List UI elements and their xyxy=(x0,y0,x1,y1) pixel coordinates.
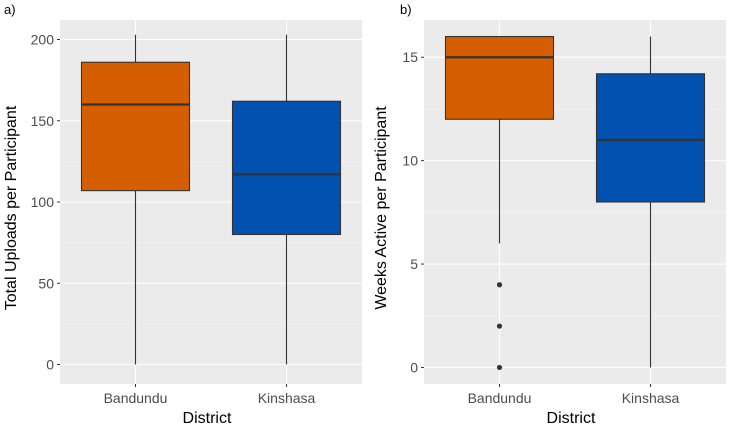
panel-label-a: a) xyxy=(4,2,16,17)
x-tick-label-a: Kinshasa xyxy=(258,390,316,406)
y-axis-label-a: Total Uploads per Participant xyxy=(3,105,20,310)
y-ticks-b: 0 5 10 15 xyxy=(402,49,424,375)
outlier-point-bandundu-b xyxy=(496,282,503,288)
y-tick-label-b: 15 xyxy=(402,49,418,65)
panel-label-b: b) xyxy=(400,2,412,17)
x-axis-label-a: District xyxy=(183,410,232,426)
box-bandundu-a xyxy=(80,61,191,192)
panel-a: a) Total Uploads per Participant Distric… xyxy=(3,2,362,426)
x-ticks-a: Bandundu Kinshasa xyxy=(104,384,316,406)
x-tick-label-a: Bandundu xyxy=(104,390,168,406)
boxes-b xyxy=(444,35,706,371)
box-kinshasa-a xyxy=(231,100,342,236)
y-ticks-a: 0 50 100 150 200 xyxy=(31,32,60,373)
y-axis-label-b: Weeks Active per Participant xyxy=(373,106,390,310)
box-kinshasa-b xyxy=(595,73,706,203)
y-tick-label-b: 5 xyxy=(410,256,418,272)
outlier-point-bandundu-b xyxy=(496,323,503,329)
y-tick-label-b: 10 xyxy=(402,153,418,169)
boxes-a xyxy=(80,34,342,365)
y-tick-label-a: 200 xyxy=(31,32,55,48)
panel-b: b) Weeks Active per Participant District… xyxy=(373,2,726,426)
outlier-point-bandundu-b xyxy=(496,364,503,371)
y-tick-label-b: 0 xyxy=(410,359,418,375)
x-tick-label-b: Kinshasa xyxy=(622,390,680,406)
x-tick-label-b: Bandundu xyxy=(468,390,532,406)
box-bandundu-b xyxy=(444,35,555,120)
y-tick-label-a: 150 xyxy=(31,113,55,129)
y-tick-label-a: 100 xyxy=(31,194,55,210)
x-ticks-b: Bandundu Kinshasa xyxy=(468,384,680,406)
x-axis-label-b: District xyxy=(547,410,596,426)
y-tick-label-a: 50 xyxy=(38,275,54,291)
y-tick-label-a: 0 xyxy=(46,357,54,373)
